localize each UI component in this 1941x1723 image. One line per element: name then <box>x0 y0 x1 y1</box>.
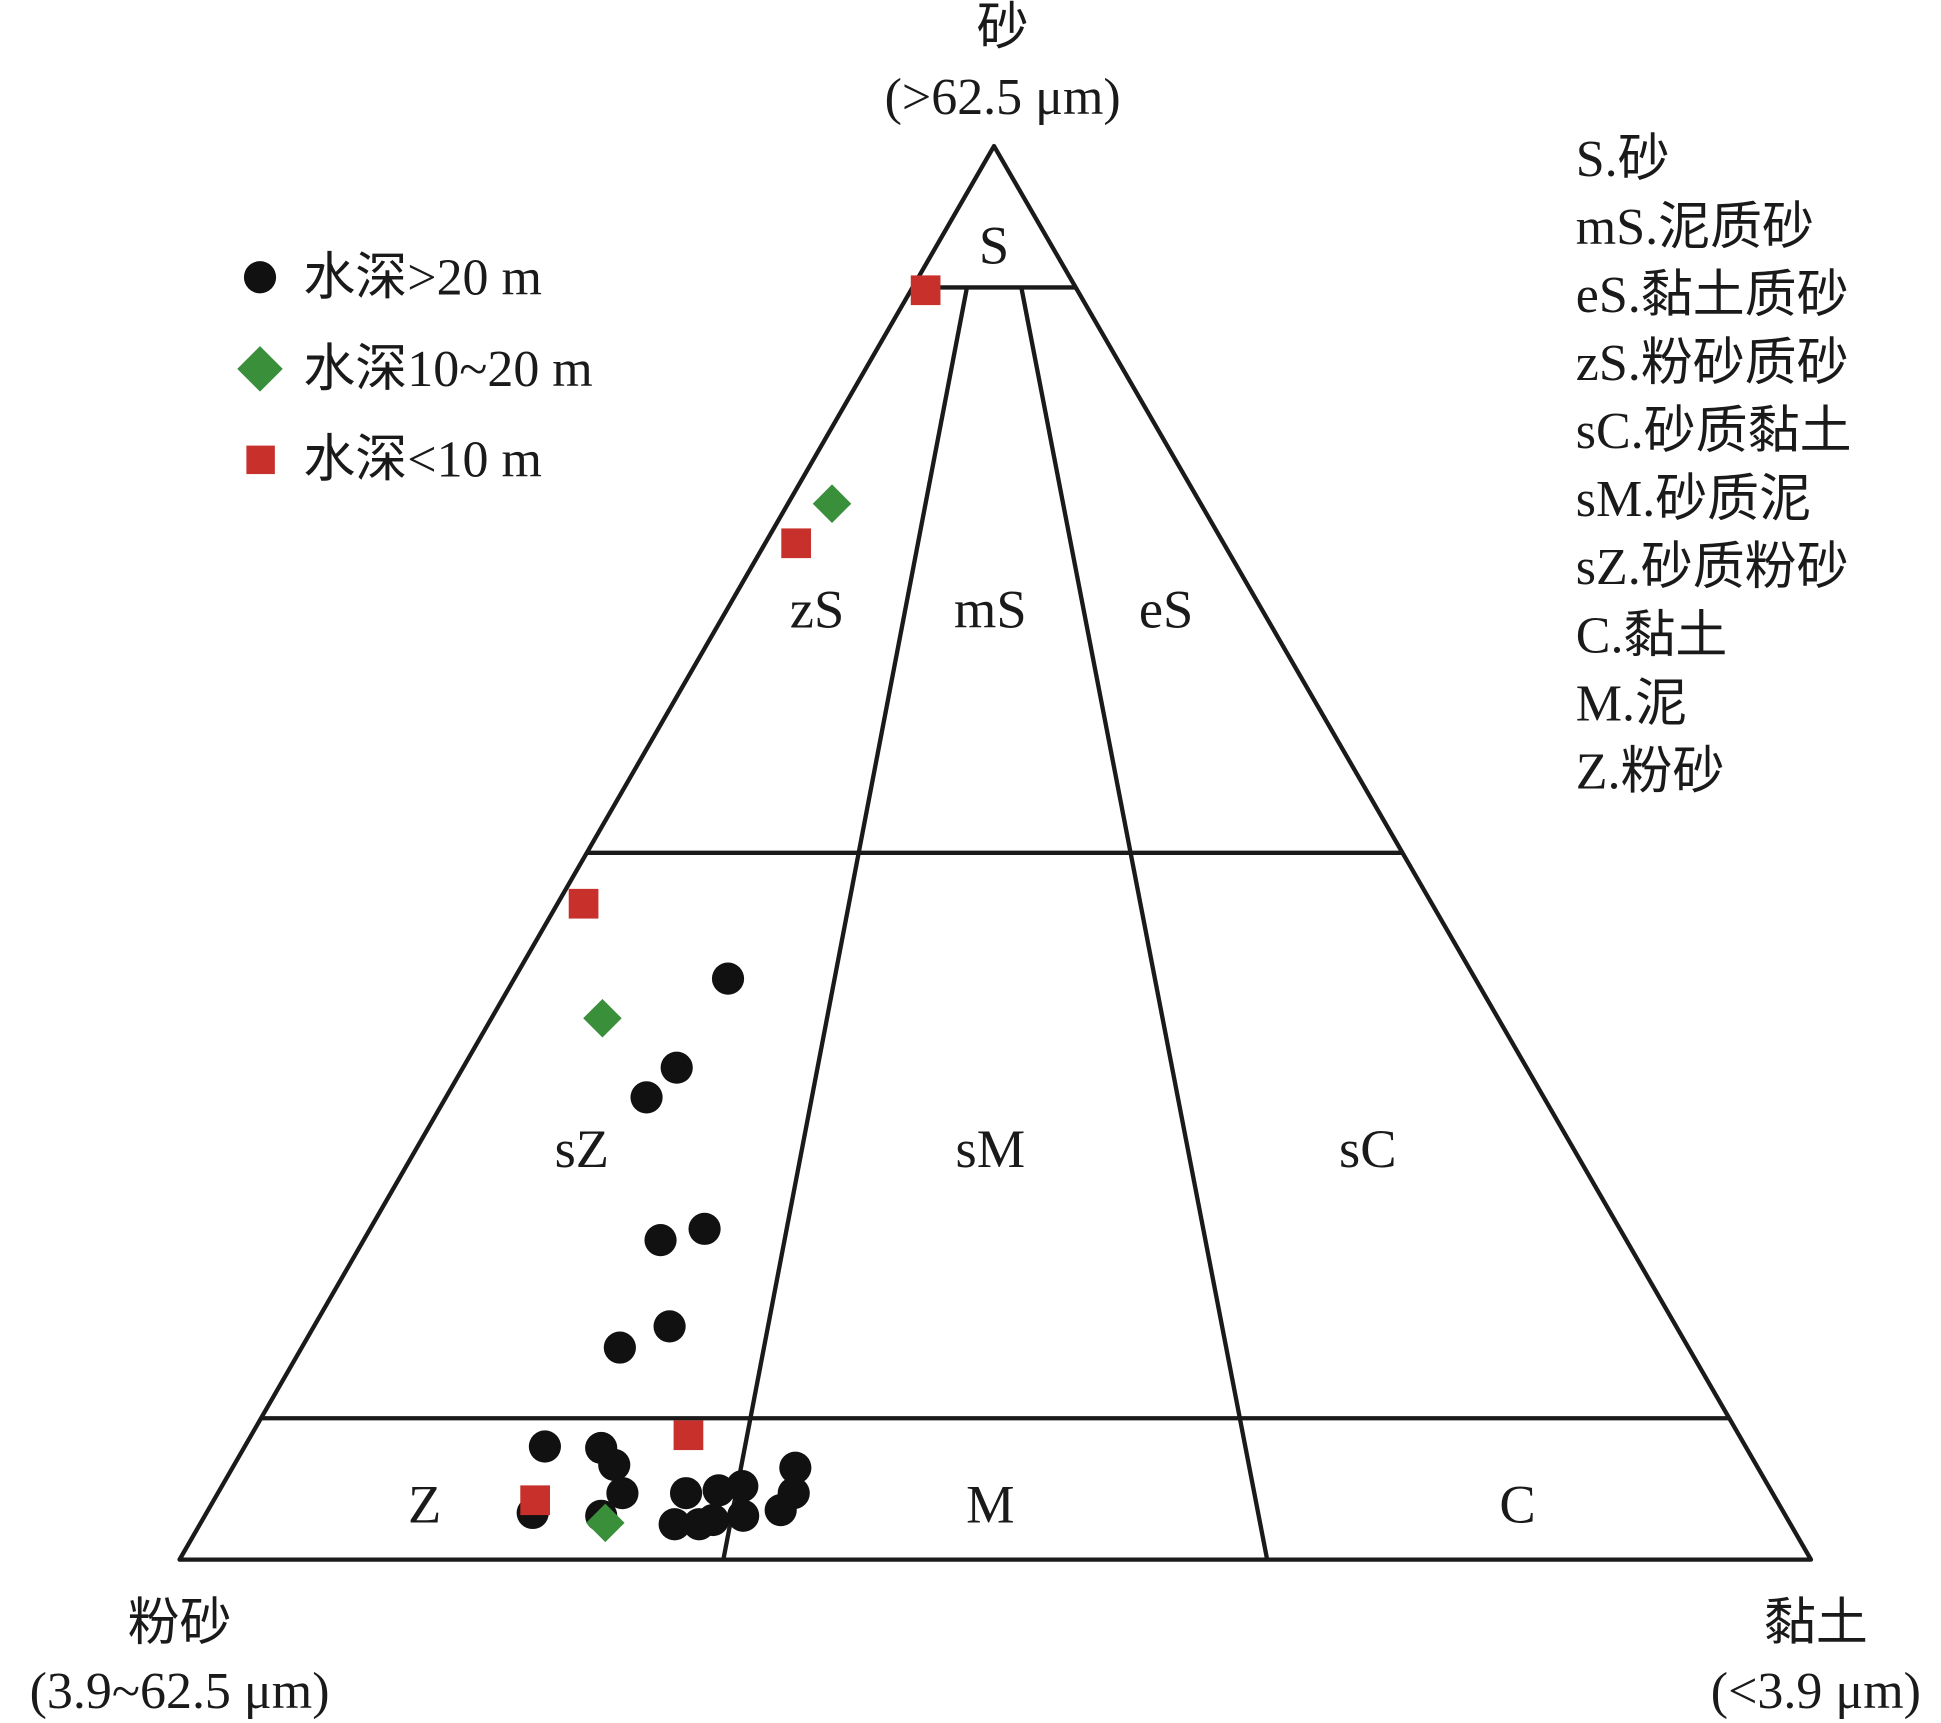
data-point-circle <box>653 1310 686 1343</box>
data-points <box>516 275 941 1543</box>
legend-label-mid: 水深10~20 m <box>303 341 592 398</box>
data-point-diamond <box>583 998 622 1038</box>
key-item: sZ.砂质粉砂 <box>1576 539 1849 596</box>
data-point-square <box>673 1420 704 1451</box>
data-point-circle <box>764 1494 797 1527</box>
data-point-square <box>910 275 941 306</box>
key-item: sM.砂质泥 <box>1576 471 1811 528</box>
triangle-frame <box>177 143 1814 1562</box>
key-item: S.砂 <box>1576 131 1670 188</box>
region-label-eS: eS <box>1139 579 1193 640</box>
region-label-sZ: sZ <box>555 1118 609 1179</box>
legend: 水深>20 m 水深10~20 m 水深<10 m <box>237 250 593 489</box>
axis-label-clay: 黏土 <box>1764 1595 1868 1652</box>
data-point-square <box>520 1485 551 1516</box>
boundary-ratio-2-1 <box>721 287 970 1561</box>
key-item: mS.泥质砂 <box>1576 199 1814 256</box>
axis-label-silt: 粉砂 <box>128 1595 232 1652</box>
data-point-diamond <box>812 484 852 523</box>
data-point-circle <box>696 1503 730 1537</box>
key-item: Z.粉砂 <box>1576 743 1725 800</box>
data-point-circle <box>660 1051 693 1084</box>
classification-key: S.砂 mS.泥质砂 eS.黏土质砂 zS.粉砂质砂 sC.砂质黏土 sM.砂质… <box>1576 131 1852 801</box>
region-label-M: M <box>966 1473 1014 1534</box>
region-label-sM: sM <box>955 1118 1025 1179</box>
axis-range-sand: (>62.5 μm) <box>885 69 1121 126</box>
data-point-circle <box>658 1508 691 1541</box>
data-point-circle <box>727 1499 760 1532</box>
axis-range-clay: (<3.9 μm) <box>1711 1663 1921 1720</box>
region-label-zS: zS <box>790 579 844 640</box>
legend-circle-icon <box>243 261 277 294</box>
region-label-S: S <box>979 215 1009 276</box>
data-point-circle <box>606 1477 639 1510</box>
region-label-C: C <box>1499 1473 1535 1534</box>
data-point-circle <box>711 962 745 995</box>
data-point-circle <box>726 1470 759 1503</box>
data-point-circle <box>688 1212 721 1245</box>
data-point-circle <box>669 1477 703 1510</box>
key-item: zS.粉砂质砂 <box>1576 335 1849 392</box>
data-point-circle <box>644 1224 677 1257</box>
axis-range-silt: (3.9~62.5 μm) <box>30 1663 330 1720</box>
region-label-sC: sC <box>1339 1118 1397 1179</box>
region-label-Z: Z <box>408 1473 441 1534</box>
legend-square-icon <box>246 445 275 475</box>
data-point-circle <box>630 1081 663 1114</box>
legend-diamond-icon <box>237 346 283 392</box>
key-item: sC.砂质黏土 <box>1576 403 1852 460</box>
key-item: eS.黏土质砂 <box>1576 267 1849 324</box>
key-item: C.黏土 <box>1576 607 1728 664</box>
region-label-mS: mS <box>954 579 1027 640</box>
boundary-ratio-1-2 <box>1019 287 1270 1561</box>
data-point-square <box>568 888 599 919</box>
data-point-circle <box>528 1430 561 1463</box>
data-point-circle <box>779 1451 812 1484</box>
data-point-square <box>781 528 812 559</box>
legend-label-deep: 水深>20 m <box>303 250 542 307</box>
data-point-circle <box>598 1448 631 1481</box>
legend-label-shallow: 水深<10 m <box>303 432 542 489</box>
axis-label-sand: 砂 <box>977 0 1029 57</box>
data-point-circle <box>603 1331 636 1364</box>
key-item: M.泥 <box>1576 675 1687 732</box>
